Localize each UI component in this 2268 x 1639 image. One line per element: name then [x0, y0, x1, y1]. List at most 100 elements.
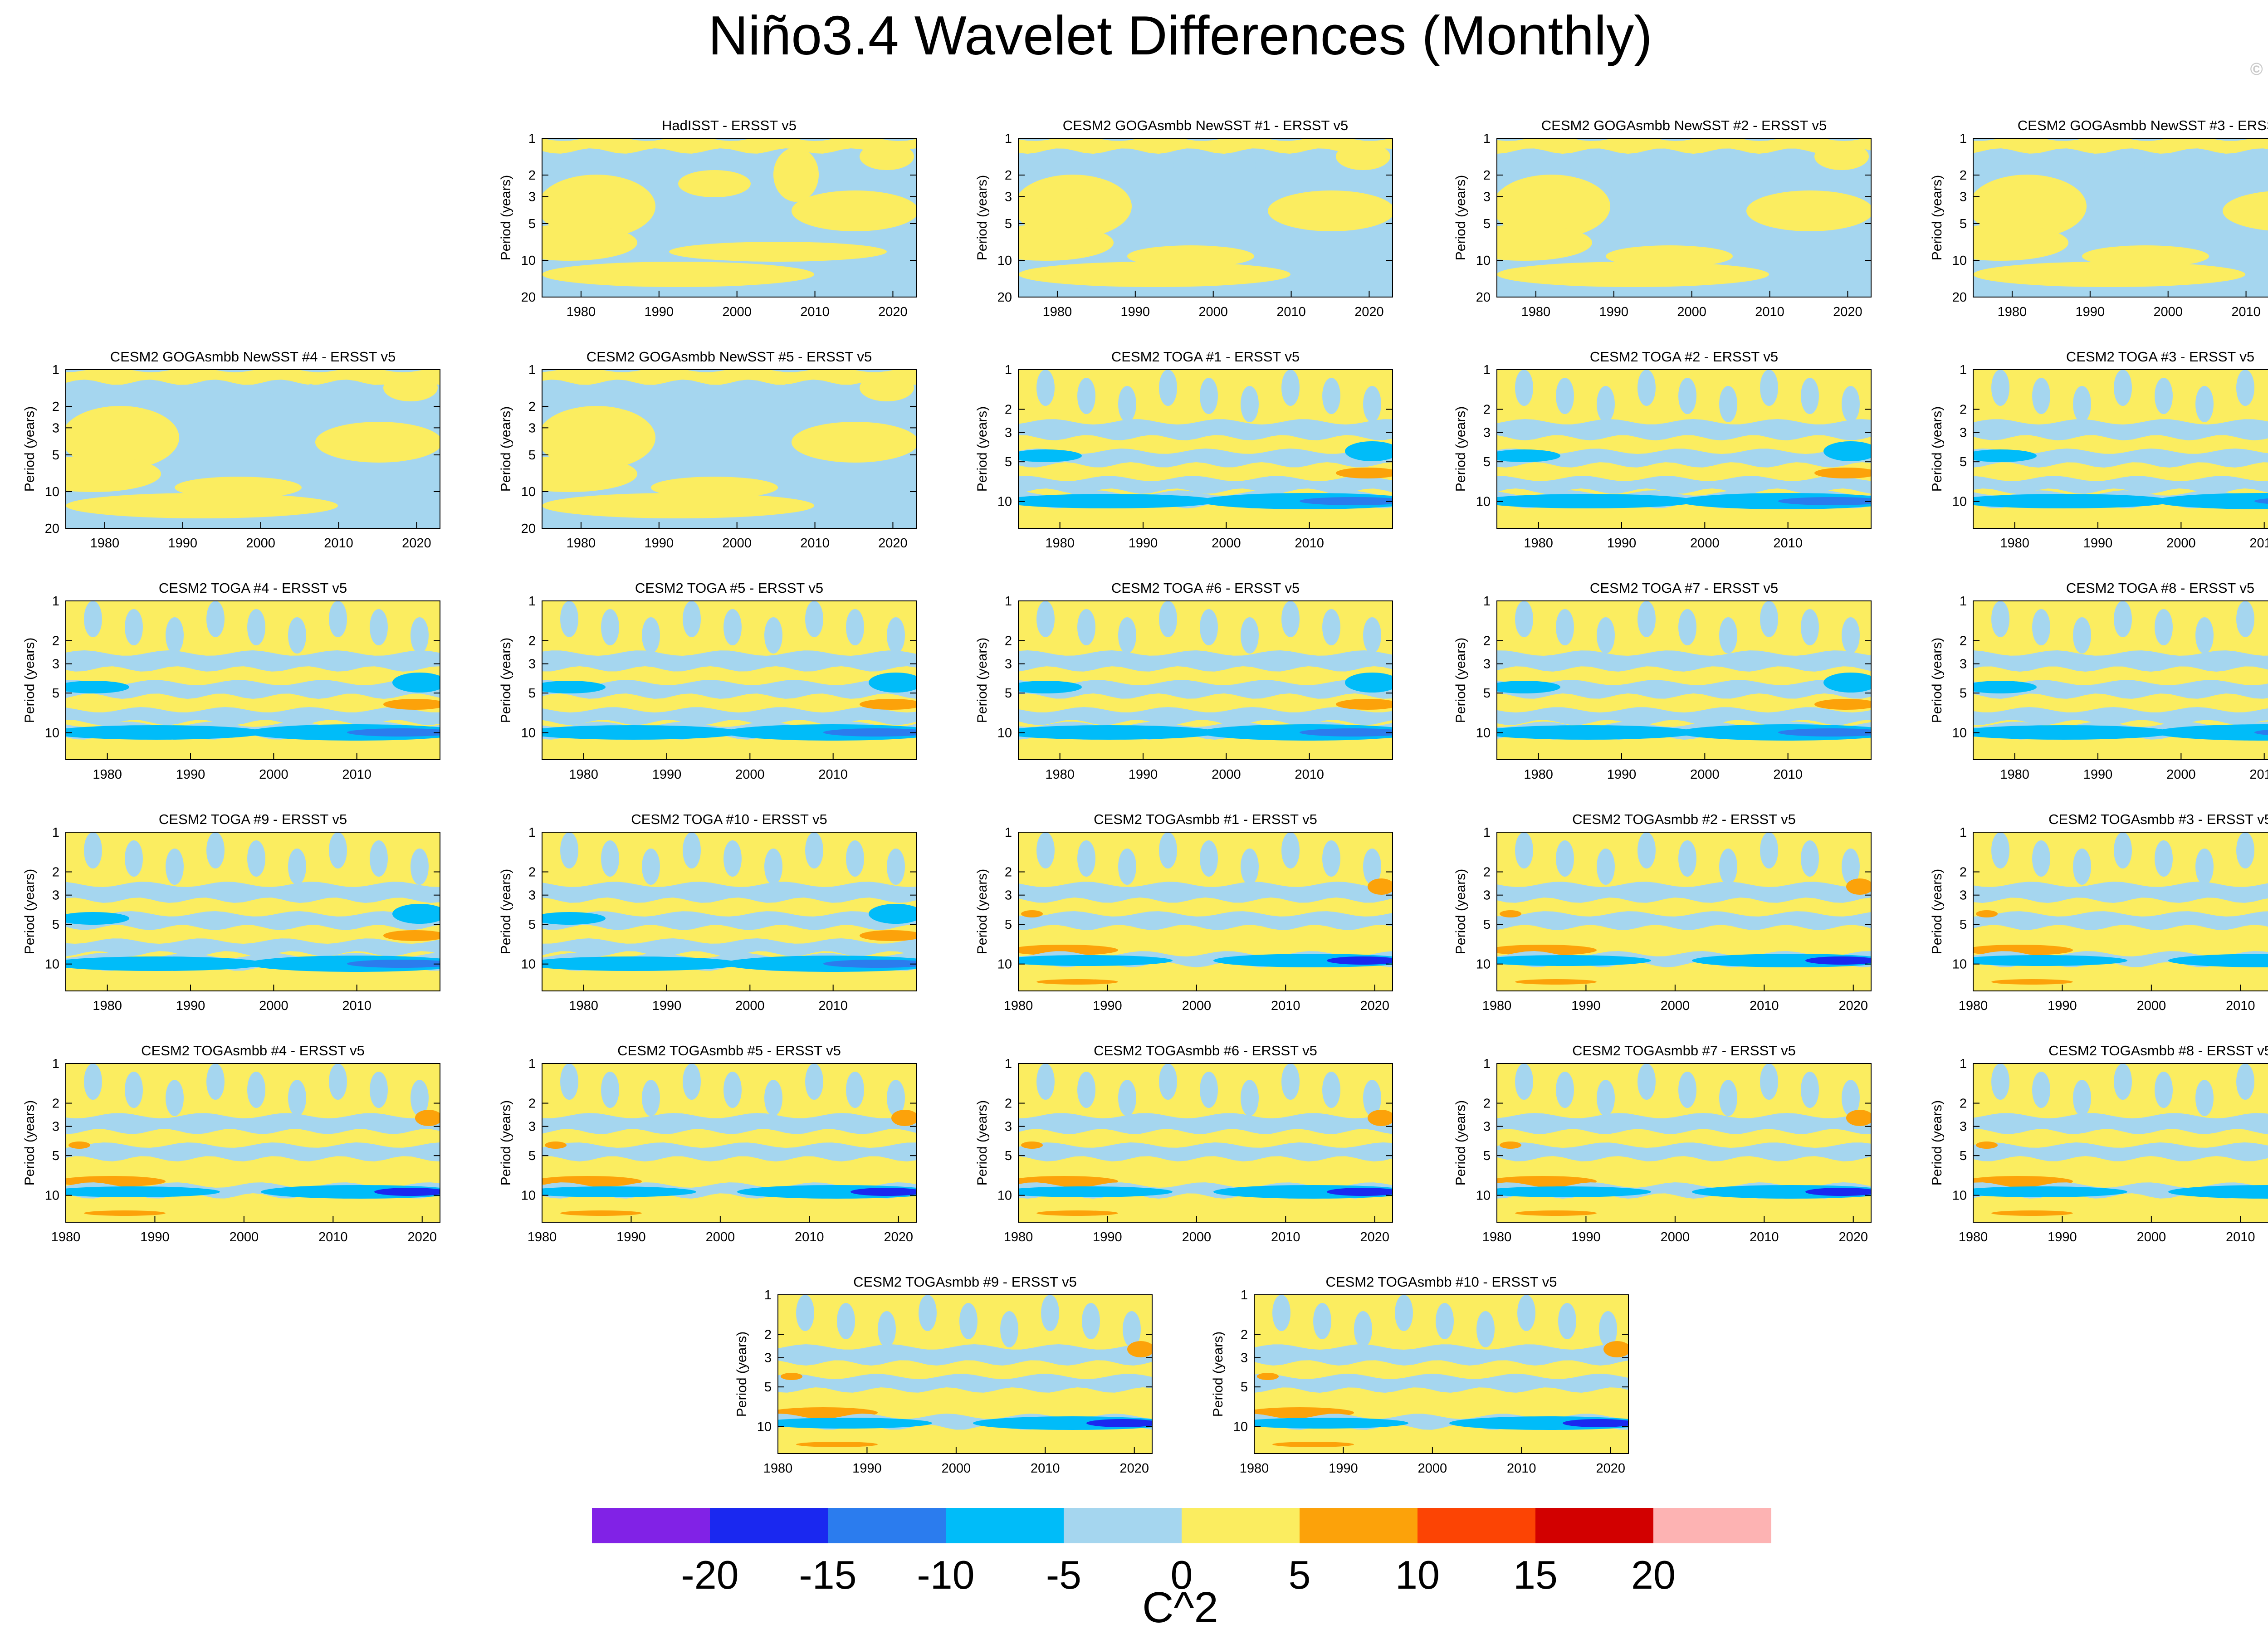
- y-tick-label: 10: [1952, 495, 1967, 509]
- negative-region: [2073, 617, 2091, 654]
- x-tick-label: 1990: [1329, 1461, 1358, 1476]
- y-tick-label: 2: [1960, 865, 1967, 880]
- negative-extreme-region: [1805, 956, 1871, 965]
- y-tick-label: 1: [1005, 1057, 1012, 1071]
- x-tick-label: 1990: [616, 1230, 646, 1244]
- y-tick-label: 1: [528, 1057, 536, 1071]
- positive-extreme-region: [1272, 1442, 1354, 1447]
- negative-region: [288, 1080, 306, 1116]
- negative-region: [1036, 832, 1055, 868]
- x-tick-label: 1990: [168, 536, 198, 551]
- negative-region: [2047, 153, 2063, 178]
- x-tick-label: 2010: [2231, 305, 2261, 319]
- x-tick-label: 1980: [2000, 536, 2029, 551]
- negative-region: [656, 393, 673, 419]
- negative-region: [1515, 370, 1533, 406]
- positive-region: [2223, 191, 2268, 231]
- x-tick-label: 1980: [1004, 1230, 1033, 1244]
- negative-region: [1599, 1311, 1617, 1347]
- positive-region: [542, 456, 637, 492]
- y-tick-label: 10: [521, 254, 536, 268]
- x-tick-label: 2010: [342, 999, 371, 1013]
- negative-extreme-region: [1327, 956, 1393, 965]
- x-tick-label: 1980: [93, 999, 122, 1013]
- negative-region: [1734, 153, 1750, 178]
- y-axis-label: Period (years): [1930, 175, 1945, 260]
- negative-region: [1159, 1063, 1177, 1100]
- positive-region: [175, 477, 302, 498]
- y-tick-label: 1: [528, 132, 536, 146]
- negative-extreme-region: [347, 728, 440, 737]
- x-tick-label: 2000: [1198, 305, 1228, 319]
- x-tick-label: 2010: [1755, 305, 1784, 319]
- negative-region: [723, 609, 742, 645]
- panel-title: CESM2 TOGAsmbb #5 - ERSST v5: [617, 1043, 841, 1059]
- y-axis-label: Period (years): [499, 869, 513, 954]
- y-tick-label: 3: [52, 1120, 59, 1134]
- x-tick-label: 1980: [93, 767, 122, 782]
- y-tick-label: 5: [1960, 917, 1967, 932]
- y-tick-label: 20: [521, 290, 536, 305]
- y-tick-label: 3: [1960, 657, 1967, 672]
- negative-region: [411, 849, 429, 885]
- y-tick-label: 10: [997, 957, 1012, 972]
- x-tick-label: 2010: [318, 1230, 348, 1244]
- negative-region: [1637, 1063, 1656, 1100]
- wavelet-panel: CESM2 TOGAsmbb #9 - ERSST v5 1 2 3 5 10 Period…: [734, 1274, 1153, 1476]
- y-tick-label: 3: [1005, 1120, 1012, 1134]
- y-tick-label: 10: [45, 1189, 59, 1203]
- positive-extreme-region: [1257, 1373, 1279, 1380]
- y-axis-label: Period (years): [22, 869, 37, 954]
- y-tick-label: 2: [1960, 634, 1967, 649]
- positive-region: [1973, 175, 2087, 238]
- negative-region: [1296, 162, 1312, 187]
- x-tick-label: 2010: [800, 536, 830, 551]
- negative-region: [1801, 1072, 1819, 1108]
- negative-region: [2236, 370, 2254, 406]
- x-tick-label: 2000: [706, 1230, 735, 1244]
- y-tick-label: 10: [997, 1189, 1012, 1203]
- negative-region: [1497, 494, 1696, 508]
- positive-extreme-region: [383, 699, 440, 710]
- y-tick-label: 5: [1005, 1149, 1012, 1163]
- x-tick-label: 2020: [1119, 1461, 1149, 1476]
- y-tick-label: 1: [1483, 363, 1491, 377]
- panel-title: CESM2 TOGA #10 - ERSST v5: [631, 811, 827, 827]
- negative-region: [1118, 849, 1136, 885]
- positive-region: [1127, 245, 1254, 267]
- y-tick-label: 10: [757, 1420, 772, 1434]
- heatmap-fill: [1497, 138, 1871, 297]
- colorbar-swatch: [946, 1508, 1064, 1543]
- negative-region: [1018, 494, 1218, 508]
- negative-region: [1823, 441, 1871, 461]
- positive-region: [1814, 143, 1869, 170]
- x-tick-label: 1990: [140, 1230, 170, 1244]
- y-tick-label: 2: [528, 634, 536, 649]
- negative-region: [288, 617, 306, 654]
- y-tick-label: 2: [528, 168, 536, 183]
- x-tick-label: 2000: [1418, 1461, 1447, 1476]
- negative-region: [2087, 162, 2104, 187]
- y-tick-label: 2: [52, 865, 59, 880]
- y-tick-label: 10: [1476, 495, 1491, 509]
- x-tick-label: 2000: [2137, 1230, 2166, 1244]
- y-tick-label: 3: [1483, 190, 1491, 204]
- y-tick-label: 3: [1005, 190, 1012, 204]
- x-tick-label: 1990: [2076, 305, 2105, 319]
- negative-region: [84, 601, 102, 637]
- y-tick-label: 5: [1960, 1149, 1967, 1163]
- plot-frame: [1018, 600, 1393, 760]
- negative-region: [1719, 849, 1737, 885]
- y-tick-label: 5: [52, 917, 59, 932]
- y-tick-label: 10: [1476, 726, 1491, 741]
- y-tick-label: 2: [1483, 1097, 1491, 1111]
- negative-region: [1200, 609, 1218, 645]
- positive-extreme-region: [1336, 468, 1393, 478]
- negative-region: [166, 1080, 184, 1116]
- negative-region: [1760, 1063, 1778, 1100]
- positive-extreme-region: [1991, 979, 2073, 985]
- y-axis-label: Period (years): [975, 406, 990, 492]
- plot-frame: [65, 1063, 440, 1223]
- negative-region: [869, 904, 916, 924]
